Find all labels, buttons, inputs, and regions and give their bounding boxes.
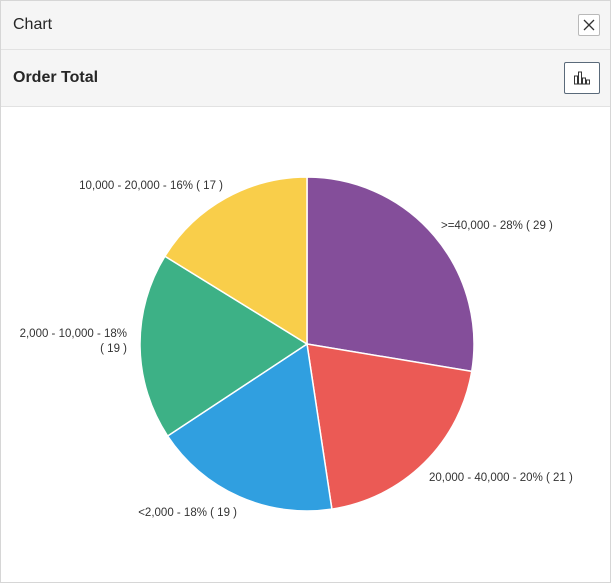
slice-label-2: <2,000 - 18% ( 19 ) [138, 507, 237, 519]
pie-chart: >=40,000 - 28% ( 29 ) 20,000 - 40,000 - 2… [20, 176, 573, 519]
pie-slice-2[interactable] [166, 342, 333, 512]
slice-label-1: 20,000 - 40,000 - 20% ( 21 ) [429, 472, 573, 484]
chart-area: >=40,000 - 28% ( 29 ) 20,000 - 40,000 - 2… [1, 107, 610, 581]
dialog-title: Chart [13, 16, 53, 33]
dialog-titlebar: Chart [1, 1, 610, 50]
bar-chart-icon [574, 71, 590, 85]
pie-slice-0[interactable] [306, 176, 475, 373]
close-button[interactable] [578, 14, 600, 36]
pie-slice-4[interactable] [163, 176, 308, 346]
slice-label-3: 2,000 - 10,000 - 18%( 19 ) [20, 328, 128, 355]
close-icon [583, 19, 595, 31]
chart-heading: Order Total [13, 69, 99, 86]
slice-label-0: >=40,000 - 28% ( 29 ) [441, 220, 553, 232]
pie-slice-1[interactable] [306, 343, 473, 510]
chart-type-button[interactable] [564, 62, 600, 94]
pie-slice-3[interactable] [139, 255, 309, 438]
chart-header: Order Total [1, 50, 610, 107]
slice-label-4: 10,000 - 20,000 - 16% ( 17 ) [79, 180, 223, 192]
